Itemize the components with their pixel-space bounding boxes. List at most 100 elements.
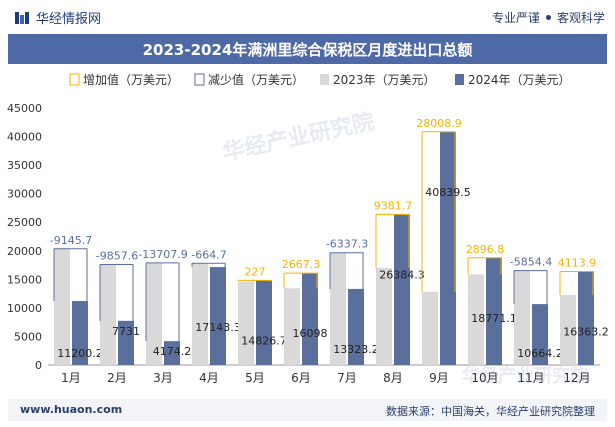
bar-2024	[256, 280, 272, 365]
bar-2024	[72, 301, 88, 365]
footer-url[interactable]: www.huaon.com	[20, 403, 123, 416]
bar-2024	[210, 267, 226, 365]
x-tick-label: 1月	[61, 371, 81, 385]
x-tick-label: 9月	[429, 371, 449, 385]
change-data-label: 2667.3	[282, 258, 321, 271]
change-data-label: -664.7	[191, 248, 226, 261]
value-data-label: 40839.5	[425, 186, 471, 199]
bar-2023	[54, 248, 70, 365]
footer-source: 数据来源：中国海关，华经产业研究院整理	[386, 405, 595, 418]
decrease-bracket	[513, 270, 548, 305]
legend-swatch	[455, 74, 464, 85]
x-tick-label: 5月	[245, 371, 265, 385]
bar-2024	[394, 214, 410, 365]
increase-bracket	[283, 272, 318, 289]
value-data-label: 16098	[293, 327, 328, 340]
bar-2023	[514, 270, 530, 365]
brand-name: 华经情报网	[36, 12, 102, 27]
x-tick-label: 10月	[471, 371, 498, 385]
x-tick-label: 11月	[517, 371, 544, 385]
increase-bracket	[375, 213, 410, 268]
bar-2024	[302, 273, 318, 365]
bar-2023	[330, 252, 346, 365]
footer-bar: www.huaon.com 数据来源：中国海关，华经产业研究院整理	[8, 399, 607, 421]
bar-2024	[118, 320, 134, 365]
change-data-label: -13707.9	[138, 248, 187, 261]
chart-title: 2023-2024年满洲里综合保税区月度进出口总额	[142, 40, 473, 59]
legend-swatch-increase	[69, 73, 80, 86]
legend-swatch	[320, 74, 329, 85]
value-data-label: 10664.2	[517, 347, 563, 360]
change-data-label: 4113.9	[558, 257, 597, 270]
change-data-label: -9857.6	[96, 250, 138, 263]
watermark-text: 华经产业研究院	[462, 365, 588, 387]
y-tick-label: 30000	[7, 188, 42, 201]
bar-2023	[100, 264, 116, 365]
bar-2024	[486, 257, 502, 365]
bar-2023	[146, 262, 162, 365]
bar-2024	[348, 288, 364, 365]
bar-2023	[468, 274, 484, 365]
value-data-label: 7731	[112, 325, 140, 338]
decrease-bracket	[191, 262, 226, 268]
y-tick-label: 45000	[7, 102, 42, 115]
watermark-text: 华经产业研究院	[221, 108, 377, 165]
x-tick-label: 6月	[291, 371, 311, 385]
x-tick-label: 12月	[563, 371, 590, 385]
change-data-label: -9145.7	[50, 234, 92, 247]
value-data-label: 17143.3	[195, 321, 241, 334]
increase-bracket	[559, 271, 594, 296]
value-data-label: 16363.2	[563, 326, 609, 339]
y-tick-label: 40000	[7, 131, 42, 144]
x-tick-label: 2月	[107, 371, 127, 385]
change-data-label: -6337.3	[326, 238, 368, 251]
tagline-right: 客观科学	[556, 11, 605, 25]
change-data-label: 28008.9	[416, 117, 462, 130]
increase-bracket	[237, 279, 272, 282]
value-data-label: 13323.2	[333, 343, 379, 356]
legend-swatch-decrease	[194, 73, 205, 86]
bar-2023	[284, 288, 300, 365]
bar-2023	[238, 281, 254, 365]
x-tick-label: 8月	[383, 371, 403, 385]
bar-2024	[578, 271, 594, 365]
y-tick-label: 20000	[7, 245, 42, 258]
header-bar: 华经情报网 专业严谨 客观科学	[0, 0, 615, 34]
bar-2024	[440, 131, 456, 365]
change-data-label: -5854.4	[510, 256, 552, 269]
decrease-bracket	[53, 248, 88, 302]
decrease-bracket	[99, 264, 134, 321]
legend-label: 2023年（万美元）	[333, 73, 436, 87]
brand-logo-icon	[15, 11, 29, 24]
x-tick-label: 4月	[199, 371, 219, 385]
bar-2024	[532, 304, 548, 365]
legend-label: 增加值（万美元）	[83, 72, 179, 87]
brand: 华经情报网	[14, 8, 101, 27]
x-tick-label: 7月	[337, 371, 357, 385]
tagline-left: 专业严谨	[491, 11, 540, 25]
tagline: 专业严谨 客观科学	[492, 9, 605, 26]
decrease-bracket	[145, 262, 180, 342]
bar-2023	[560, 295, 576, 365]
change-data-label: 2896.8	[466, 243, 505, 256]
value-data-label: 26384.3	[379, 268, 425, 281]
increase-bracket	[467, 257, 502, 275]
bar-2024	[164, 341, 180, 365]
y-tick-label: 5000	[14, 330, 42, 343]
change-data-label: 227	[245, 265, 266, 278]
bar-2023	[192, 263, 208, 365]
change-data-label: 9381.7	[374, 199, 413, 212]
decrease-bracket	[329, 252, 364, 289]
value-data-label: 14826.7	[241, 334, 287, 347]
dot-icon	[545, 15, 551, 20]
y-tick-label: 10000	[7, 302, 42, 315]
legend-label: 2024年（万美元）	[468, 73, 571, 87]
legend-label: 减少值（万美元）	[208, 72, 304, 87]
y-tick-label: 25000	[7, 216, 42, 229]
y-tick-label: 35000	[7, 159, 42, 172]
chart-title-bar: 2023-2024年满洲里综合保税区月度进出口总额	[8, 34, 607, 64]
value-data-label: 4174.2	[153, 345, 192, 358]
value-data-label: 11200.2	[57, 347, 103, 360]
y-tick-label: 15000	[7, 273, 42, 286]
